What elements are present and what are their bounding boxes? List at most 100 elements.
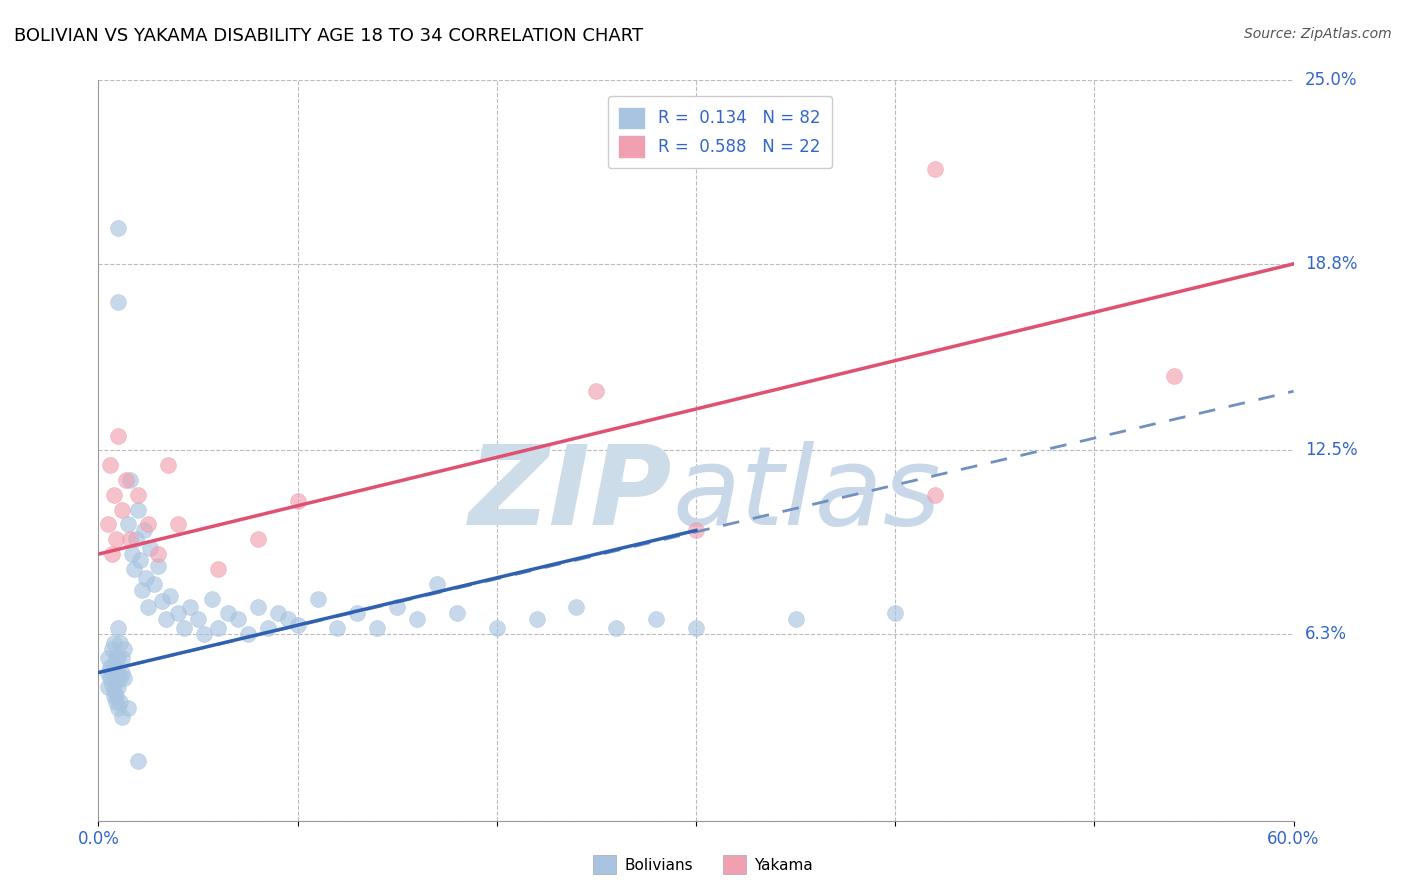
Point (110, 672, 132, 686)
Point (111, 665, 134, 680)
Point (129, 553, 152, 567)
Point (446, 607, 468, 621)
Point (107, 295, 129, 310)
Point (645, 612, 668, 626)
Point (1163, 369, 1185, 384)
Point (97, 650, 120, 665)
Point (127, 488, 149, 502)
Text: 6.3%: 6.3% (1305, 625, 1347, 643)
Point (107, 701, 129, 715)
Point (385, 600, 409, 615)
Point (193, 627, 215, 641)
Point (125, 533, 148, 547)
Point (111, 502, 134, 516)
Point (107, 221, 129, 235)
Point (884, 607, 907, 621)
Point (105, 674, 128, 689)
Point (111, 710, 134, 724)
Point (124, 562, 146, 576)
Point (117, 701, 139, 715)
Point (115, 473, 138, 487)
Point (110, 636, 132, 650)
Point (785, 612, 807, 626)
Point (173, 621, 195, 635)
Point (105, 665, 128, 680)
Point (107, 665, 129, 680)
Point (924, 488, 946, 502)
Point (150, 594, 173, 608)
Point (526, 612, 548, 626)
Point (167, 517, 190, 532)
Point (565, 600, 588, 615)
Point (97, 681, 120, 695)
Point (148, 547, 170, 561)
Point (605, 621, 627, 635)
Text: BOLIVIAN VS YAKAMA DISABILITY AGE 18 TO 34 CORRELATION CHART: BOLIVIAN VS YAKAMA DISABILITY AGE 18 TO … (14, 27, 643, 45)
Point (107, 428, 129, 442)
Point (103, 488, 125, 502)
Point (277, 612, 299, 626)
Point (585, 384, 607, 399)
Text: 12.5%: 12.5% (1305, 442, 1357, 459)
Point (103, 657, 125, 671)
Point (207, 621, 229, 635)
Point (105, 533, 128, 547)
Point (101, 641, 124, 656)
Point (485, 621, 508, 635)
Point (103, 636, 125, 650)
Point (112, 672, 135, 686)
Point (110, 695, 132, 709)
Point (256, 621, 278, 635)
Point (136, 517, 159, 532)
Text: 25.0%: 25.0% (1305, 71, 1357, 89)
Point (685, 621, 707, 635)
Point (287, 618, 309, 632)
Point (346, 607, 368, 621)
Point (167, 607, 190, 621)
Point (107, 681, 129, 695)
Text: atlas: atlas (672, 442, 941, 549)
Point (159, 589, 181, 603)
Point (101, 547, 124, 561)
Point (117, 517, 139, 532)
Point (98, 458, 122, 473)
Point (426, 576, 449, 591)
Point (105, 690, 128, 704)
Point (143, 576, 166, 591)
Point (246, 533, 269, 547)
Point (201, 591, 224, 606)
Point (287, 493, 309, 508)
Point (103, 683, 125, 698)
Point (107, 650, 129, 665)
Point (326, 621, 349, 635)
Legend: R =  0.134   N = 82, R =  0.588   N = 22: R = 0.134 N = 82, R = 0.588 N = 22 (607, 96, 832, 169)
Point (98, 659, 122, 673)
Point (179, 600, 201, 615)
Point (135, 571, 157, 585)
Point (101, 665, 124, 680)
Point (155, 612, 177, 626)
Legend: Bolivians, Yakama: Bolivians, Yakama (588, 849, 818, 880)
Point (366, 621, 388, 635)
Point (187, 612, 209, 626)
Point (267, 607, 290, 621)
Point (134, 524, 156, 538)
Point (157, 458, 180, 473)
Point (924, 162, 946, 177)
Text: Source: ZipAtlas.com: Source: ZipAtlas.com (1244, 27, 1392, 41)
Point (226, 612, 249, 626)
Point (406, 612, 429, 626)
Point (103, 690, 125, 704)
Point (127, 755, 149, 769)
Point (98, 672, 122, 686)
Point (236, 627, 259, 641)
Point (101, 677, 124, 691)
Point (307, 591, 329, 606)
Text: ZIP: ZIP (468, 442, 672, 549)
Point (246, 600, 269, 615)
Point (105, 695, 128, 709)
Point (112, 641, 135, 656)
Point (136, 600, 159, 615)
Point (111, 650, 134, 665)
Point (121, 547, 143, 561)
